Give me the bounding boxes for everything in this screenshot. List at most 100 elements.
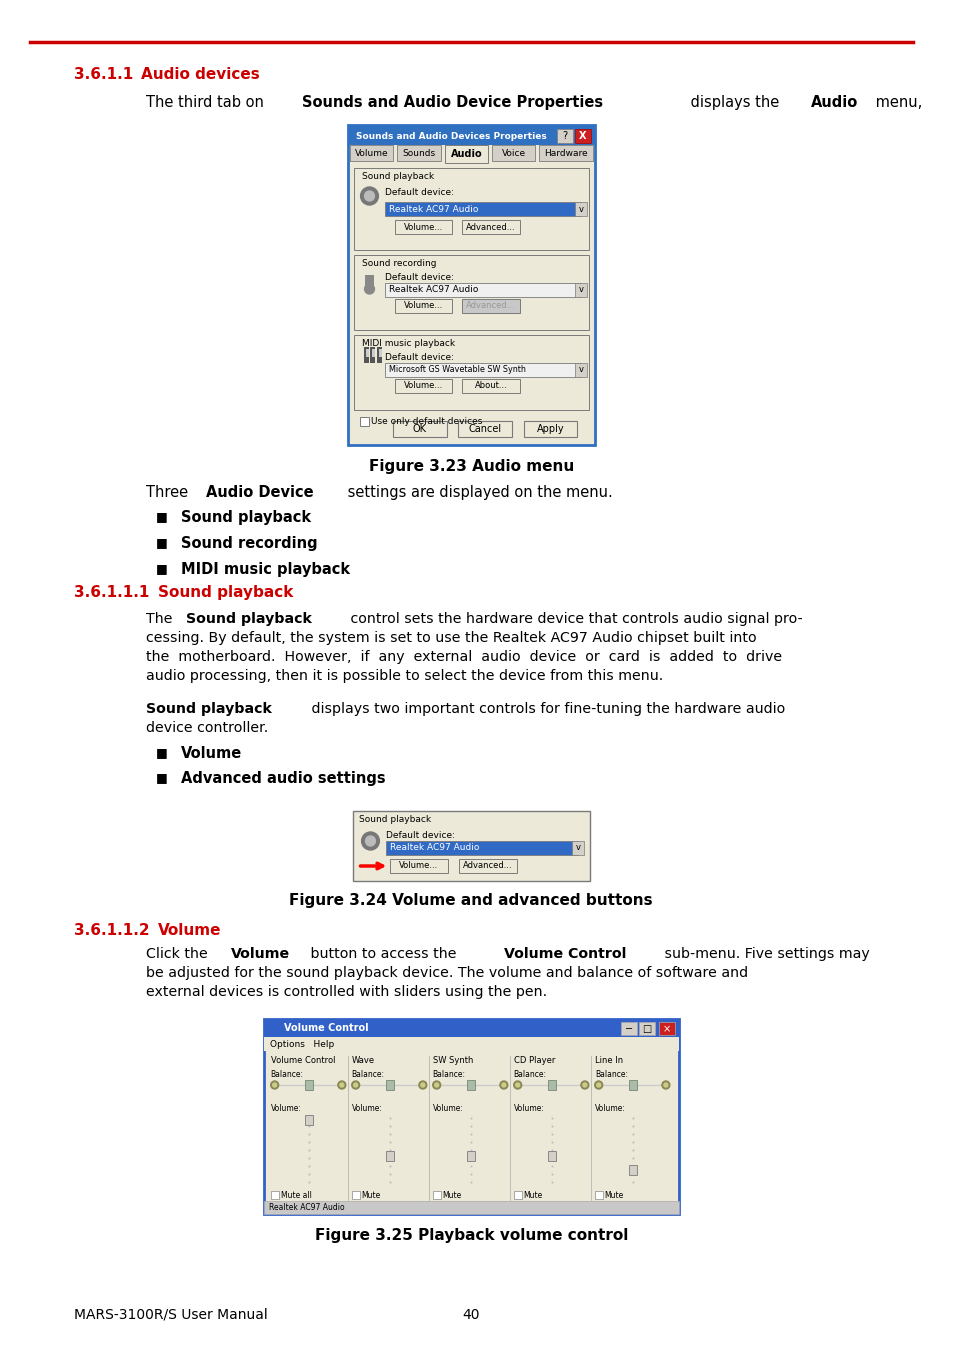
Text: Sound recording: Sound recording xyxy=(361,259,436,269)
Text: Balance:: Balance: xyxy=(514,1071,546,1079)
Text: 40: 40 xyxy=(462,1308,479,1322)
Text: Volume: Volume xyxy=(158,923,221,938)
Circle shape xyxy=(663,1083,667,1087)
Text: Three: Three xyxy=(146,485,193,500)
Text: Default device:: Default device: xyxy=(385,273,454,282)
Text: Hardware: Hardware xyxy=(544,148,587,158)
Text: Use only default devices: Use only default devices xyxy=(371,417,482,427)
Text: 3.6.1.1.2: 3.6.1.1.2 xyxy=(74,923,150,938)
Text: Voice: Voice xyxy=(501,148,525,158)
Text: be adjusted for the sound playback device. The volume and balance of software an: be adjusted for the sound playback devic… xyxy=(146,967,747,980)
Bar xyxy=(352,1191,359,1199)
Text: Figure 3.23 Audio menu: Figure 3.23 Audio menu xyxy=(368,459,574,474)
Text: cessing. By default, the system is set to use the Realtek AC97 Audio chipset bui: cessing. By default, the system is set t… xyxy=(146,630,756,645)
Text: Volume Control: Volume Control xyxy=(503,946,625,961)
Bar xyxy=(572,841,583,855)
Text: Balance:: Balance: xyxy=(352,1071,384,1079)
Text: v: v xyxy=(578,285,583,294)
Text: MARS-3100R/S User Manual: MARS-3100R/S User Manual xyxy=(74,1308,268,1322)
Text: MIDI music playback: MIDI music playback xyxy=(181,562,350,576)
Text: Mute: Mute xyxy=(604,1191,623,1200)
Text: Figure 3.24 Volume and advanced buttons: Figure 3.24 Volume and advanced buttons xyxy=(289,892,653,909)
Text: ■: ■ xyxy=(156,536,168,549)
Bar xyxy=(538,144,592,161)
Circle shape xyxy=(364,190,374,201)
Bar xyxy=(629,1165,637,1176)
Text: Sounds and Audio Devices Properties: Sounds and Audio Devices Properties xyxy=(355,132,546,140)
Bar xyxy=(385,363,580,377)
Text: Microsoft GS Wavetable SW Synth: Microsoft GS Wavetable SW Synth xyxy=(389,366,526,374)
Text: Mute: Mute xyxy=(523,1191,542,1200)
Bar xyxy=(377,347,382,363)
Text: Volume...: Volume... xyxy=(399,861,438,871)
Bar xyxy=(462,298,519,313)
Text: Figure 3.25 Playback volume control: Figure 3.25 Playback volume control xyxy=(314,1228,627,1243)
Bar xyxy=(385,202,580,216)
Text: Volume Control: Volume Control xyxy=(271,1056,335,1065)
Text: Volume:: Volume: xyxy=(514,1104,544,1112)
Text: Sound playback: Sound playback xyxy=(181,510,311,525)
Text: Volume Control: Volume Control xyxy=(283,1023,368,1033)
Bar xyxy=(395,298,452,313)
Text: ■: ■ xyxy=(156,510,168,522)
Bar xyxy=(305,1080,313,1089)
Bar xyxy=(396,144,440,161)
Text: 3.6.1.1.1: 3.6.1.1.1 xyxy=(74,585,150,599)
Circle shape xyxy=(499,1081,507,1089)
Bar xyxy=(390,859,447,873)
Bar xyxy=(523,421,577,437)
Text: ×: × xyxy=(662,1025,670,1034)
Text: Volume: Volume xyxy=(231,946,290,961)
Text: −: − xyxy=(624,1025,633,1034)
Circle shape xyxy=(360,188,378,205)
Text: Volume: Volume xyxy=(355,148,388,158)
Bar xyxy=(395,220,452,234)
Text: v: v xyxy=(578,204,583,213)
Bar xyxy=(659,1022,674,1035)
Bar xyxy=(459,859,517,873)
Text: ■: ■ xyxy=(156,562,168,575)
Circle shape xyxy=(516,1083,519,1087)
Bar xyxy=(458,421,511,437)
Bar xyxy=(365,350,368,356)
Text: Options   Help: Options Help xyxy=(270,1040,334,1049)
Bar xyxy=(575,202,586,216)
Circle shape xyxy=(273,1083,276,1087)
Bar xyxy=(271,1191,278,1199)
Text: settings are displayed on the menu.: settings are displayed on the menu. xyxy=(343,485,612,500)
Text: Advanced...: Advanced... xyxy=(466,223,516,231)
Text: Sounds: Sounds xyxy=(402,148,435,158)
Bar xyxy=(354,167,588,250)
Text: X: X xyxy=(578,131,586,140)
Bar xyxy=(639,1022,655,1035)
Bar xyxy=(372,350,375,356)
Text: Sound playback: Sound playback xyxy=(358,815,431,824)
Circle shape xyxy=(339,1083,343,1087)
Text: external devices is controlled with sliders using the pen.: external devices is controlled with slid… xyxy=(146,986,547,999)
Text: button to access the: button to access the xyxy=(306,946,460,961)
Text: ■: ■ xyxy=(156,747,168,759)
Text: Default device:: Default device: xyxy=(385,352,454,362)
Circle shape xyxy=(433,1081,440,1089)
Circle shape xyxy=(354,1083,357,1087)
Text: Default device:: Default device: xyxy=(385,188,454,197)
Bar xyxy=(575,363,586,377)
Bar xyxy=(370,347,375,363)
Text: Realtek AC97 Audio: Realtek AC97 Audio xyxy=(389,204,478,213)
Text: Volume...: Volume... xyxy=(404,223,443,231)
Text: Audio: Audio xyxy=(450,148,481,159)
Bar xyxy=(386,841,578,855)
Bar xyxy=(467,1150,475,1161)
Bar xyxy=(548,1080,556,1089)
Bar xyxy=(350,144,393,161)
Text: Audio devices: Audio devices xyxy=(141,68,260,82)
Text: Advanced...: Advanced... xyxy=(463,861,513,871)
Bar xyxy=(575,284,586,297)
Text: Line In: Line In xyxy=(594,1056,622,1065)
Text: displays the: displays the xyxy=(685,95,783,109)
Bar xyxy=(353,811,589,882)
Bar xyxy=(433,1191,440,1199)
Bar xyxy=(264,1037,678,1052)
Text: Default device:: Default device: xyxy=(386,832,455,840)
Text: Volume: Volume xyxy=(181,747,242,761)
